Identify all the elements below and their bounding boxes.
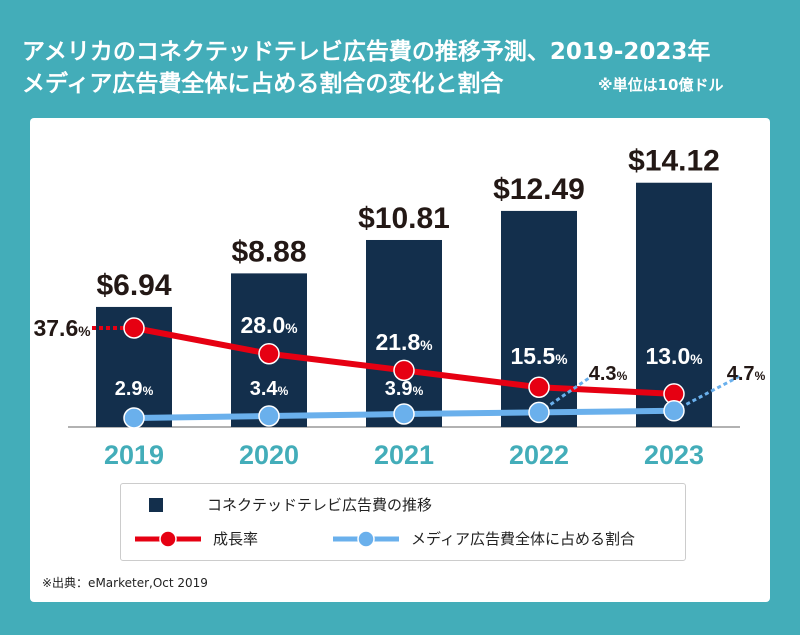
legend-item-share: メディア広告費全体に占める割合 bbox=[331, 528, 635, 549]
legend-label: 成長率 bbox=[213, 530, 259, 548]
bar bbox=[366, 239, 442, 427]
source-note: ※出典：eMarketer,Oct 2019 bbox=[42, 576, 208, 590]
unit-note: ※単位は10億ドル bbox=[598, 76, 724, 94]
growth-point bbox=[258, 342, 280, 365]
x-tick-label: 2021 bbox=[374, 440, 434, 470]
share-point bbox=[123, 407, 145, 429]
chart-subtitle: メディア広告費全体に占める割合の変化と割合 bbox=[22, 71, 504, 97]
bar-label: $14.12 bbox=[628, 145, 720, 178]
x-tick-label: 2020 bbox=[239, 440, 299, 470]
share-point bbox=[258, 405, 280, 427]
share-label: 2.9% bbox=[115, 378, 154, 400]
share-label: 4.3% bbox=[589, 363, 628, 385]
bar-label: $8.88 bbox=[231, 235, 306, 268]
bar-label: $10.81 bbox=[358, 202, 450, 235]
share-label: 3.9% bbox=[385, 378, 424, 400]
share-label: 4.7% bbox=[727, 363, 766, 385]
growth-label: 13.0% bbox=[645, 343, 702, 369]
legend-swatch-bar bbox=[149, 497, 163, 512]
legend-item-bar: コネクテッドテレビ広告費の推移 bbox=[149, 494, 432, 515]
chart-title: アメリカのコネクテッドテレビ広告費の推移予測、2019-2023年 bbox=[22, 39, 711, 65]
legend-label: コネクテッドテレビ広告費の推移 bbox=[207, 496, 433, 514]
legend: コネクテッドテレビ広告費の推移 成長率 メディア広告費全体に占める割合 bbox=[120, 483, 686, 561]
x-tick-label: 2019 bbox=[104, 440, 164, 470]
bar-label: $12.49 bbox=[493, 173, 585, 206]
legend-label: メディア広告費全体に占める割合 bbox=[411, 530, 635, 548]
share-leader bbox=[673, 374, 741, 413]
share-point bbox=[528, 401, 550, 424]
growth-label: 21.8% bbox=[375, 329, 432, 355]
x-tick-label: 2023 bbox=[644, 440, 704, 470]
legend-item-growth: 成長率 bbox=[133, 528, 258, 549]
bar-label: $6.94 bbox=[96, 269, 171, 302]
share-point bbox=[393, 403, 415, 425]
growth-label: 37.6% bbox=[33, 315, 90, 341]
growth-point bbox=[123, 317, 145, 339]
x-tick-label: 2022 bbox=[509, 440, 569, 470]
legend-swatch-share bbox=[333, 529, 399, 548]
growth-label: 28.0% bbox=[240, 312, 297, 338]
legend-swatch-growth bbox=[135, 529, 201, 548]
growth-point bbox=[393, 359, 415, 382]
growth-point bbox=[528, 376, 550, 398]
share-point bbox=[663, 400, 685, 422]
share-label: 3.4% bbox=[250, 378, 289, 400]
